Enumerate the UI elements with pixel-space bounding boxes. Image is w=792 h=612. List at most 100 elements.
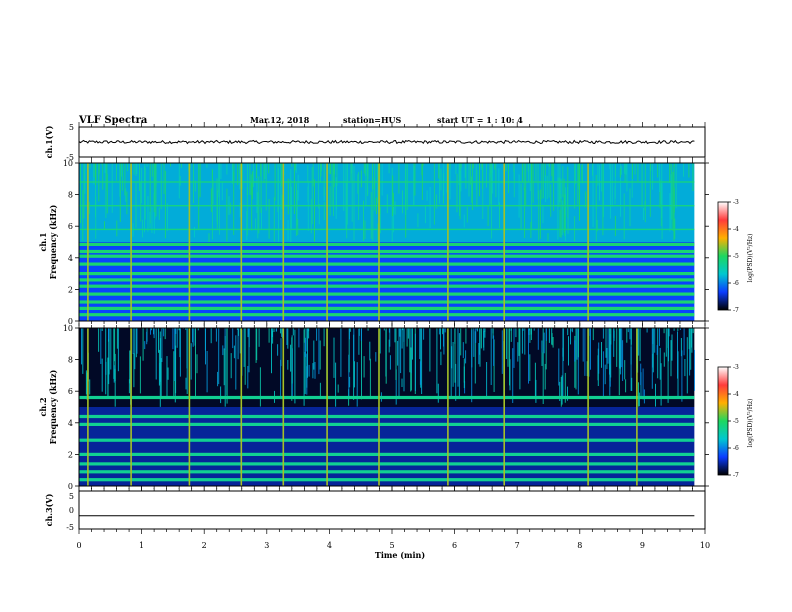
impulsive-event [503, 328, 505, 486]
spectrogram-noise-streak [486, 362, 488, 399]
spectrogram-noise-streak [616, 328, 618, 367]
spectrogram-noise-streak [360, 328, 362, 341]
spectrogram-noise-streak [642, 368, 644, 400]
spectrogram-noise-streak [230, 353, 232, 379]
spectrogram-noise-streak [688, 328, 690, 350]
spectrogram-noise-streak [372, 181, 374, 241]
spectrogram-noise-streak [592, 163, 594, 227]
spectrogram-noise-streak [349, 376, 351, 388]
spectrogram-noise-streak [524, 187, 526, 239]
spectrogram-noise-streak [357, 174, 359, 194]
spectrogram-noise-streak [401, 378, 403, 387]
time-tick-label: 9 [640, 541, 645, 550]
spectrogram-noise-streak [414, 333, 416, 391]
spectrogram-noise-streak [522, 328, 524, 331]
spectrogram-noise-streak [319, 340, 321, 370]
spectrogram-noise-streak [440, 168, 442, 191]
spectrogram-noise-streak [260, 163, 262, 181]
freq-tick-label: 2 [68, 450, 73, 459]
spectrogram-noise-streak [312, 363, 314, 379]
spectrogram-noise-streak [625, 379, 627, 393]
spectrogram-noise-streak [312, 163, 314, 187]
freq-tick-label: 10 [63, 159, 73, 168]
spectrogram-noise-streak [407, 328, 409, 339]
spectrogram-noise-streak [251, 171, 253, 200]
colorbar-tick-label: -6 [733, 280, 739, 287]
spectrogram-noise-streak [365, 163, 367, 206]
spectrogram-noise-streak [476, 328, 478, 332]
spectrogram-noise-streak [95, 196, 97, 239]
spectrogram-noise-streak [499, 202, 500, 229]
spectrogram-noise-streak [211, 169, 213, 181]
spectrogram-noise-streak [158, 207, 160, 220]
spectrogram-noise-streak [361, 328, 362, 400]
spectrogram-noise-streak [174, 328, 176, 403]
spectrogram-noise-streak [424, 205, 426, 224]
spectrogram-noise-streak [474, 331, 476, 384]
spectrogram-noise-streak [307, 328, 308, 378]
spectrogram-noise-streak [136, 328, 138, 354]
spectrogram-noise-streak [388, 328, 390, 333]
spectrogram-noise-streak [577, 328, 579, 358]
spectrogram-noise-streak [608, 163, 610, 165]
spectrogram-noise-streak [369, 358, 371, 398]
spectrogram-noise-streak [549, 163, 550, 167]
spectrogram-noise-streak [663, 352, 665, 367]
spectrogram-noise-streak [296, 190, 298, 226]
spectrogram-noise-streak [638, 328, 640, 356]
spectrogram-noise-streak [541, 352, 543, 366]
spectrogram-noise-streak [85, 370, 87, 395]
spectrogram-noise-streak [657, 163, 659, 178]
ch1-waveform-trace [78, 139, 695, 145]
spectrogram-noise-streak [178, 328, 180, 331]
spectrogram-noise-streak [561, 375, 563, 405]
spectrogram-noise-streak [105, 328, 107, 395]
spectrogram-noise-streak [604, 364, 606, 385]
narrowband-line [79, 300, 695, 304]
spectrogram-noise-streak [105, 163, 107, 218]
spectrogram-noise-streak [576, 328, 578, 360]
spectrogram-noise-streak [132, 328, 134, 354]
spectrogram-noise-streak [582, 328, 584, 362]
spectrogram-noise-streak [281, 328, 283, 339]
narrowband-line [79, 313, 695, 317]
spectrogram-noise-streak [140, 167, 142, 203]
spectrogram-noise-streak [345, 163, 347, 230]
spectrogram-noise-streak [482, 163, 484, 189]
spectrogram-noise-streak [308, 328, 310, 339]
spectrogram-noise-streak [545, 328, 547, 341]
spectrogram-noise-streak [437, 383, 439, 403]
spectrogram-noise-streak [255, 163, 257, 178]
spectrogram-noise-streak [607, 328, 609, 364]
spectrogram-noise-streak [529, 354, 531, 381]
spectrogram-noise-streak [105, 361, 107, 375]
spectrogram-noise-streak [625, 163, 627, 175]
spectrogram-noise-streak [508, 163, 509, 193]
spectrogram-noise-streak [670, 340, 672, 377]
spectrogram-noise-streak [136, 163, 138, 174]
spectrogram-noise-streak [443, 163, 445, 196]
spectrogram-noise-streak [386, 194, 388, 214]
narrowband-line [79, 242, 695, 246]
spectrogram-noise-streak [567, 328, 569, 336]
spectrogram-noise-streak [521, 163, 523, 182]
spectrogram-noise-streak [206, 351, 208, 393]
freq-tick-label: 0 [68, 482, 73, 491]
spectrogram-noise-streak [210, 328, 212, 344]
spectrogram-noise-streak [297, 219, 299, 235]
spectrogram-noise-streak [144, 165, 145, 233]
spectrogram-noise-streak [620, 163, 622, 217]
spectrogram-noise-streak [233, 171, 235, 235]
spectrogram-noise-streak [529, 328, 531, 343]
spectrogram-noise-streak [558, 348, 560, 386]
spectrogram-noise-streak [351, 163, 353, 222]
spectrogram-noise-streak [317, 163, 319, 209]
spectrogram-noise-streak [641, 163, 643, 208]
narrowband-line [79, 262, 695, 266]
spectrogram-noise-streak [575, 328, 577, 390]
spectrogram-noise-streak [498, 168, 500, 206]
impulsive-event [636, 328, 638, 486]
impulsive-event [87, 328, 89, 486]
spectrogram-noise-streak [194, 180, 196, 192]
